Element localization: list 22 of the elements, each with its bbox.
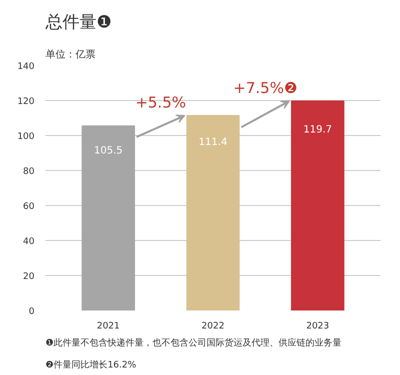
data-label: 119.7	[303, 124, 332, 136]
y-tick-label: 40	[23, 237, 35, 247]
y-tick-label: 0	[28, 307, 35, 317]
y-tick-label: 120	[17, 97, 35, 107]
text: ❷件量同比增长16.2%	[46, 360, 137, 370]
bar	[186, 115, 240, 310]
y-axis-title: 单位：亿票	[46, 48, 96, 60]
annotation: +5.5%	[135, 94, 186, 112]
y-tick-label: 100	[17, 132, 35, 142]
x-tick-label: 2023	[306, 322, 330, 332]
y-tick-label: 140	[17, 62, 35, 72]
y-tick-label: 60	[23, 202, 35, 212]
bar	[291, 100, 344, 310]
data-label: 111.4	[198, 136, 228, 148]
y-tick-label: 20	[23, 272, 35, 282]
x-tick-label: 2022	[202, 322, 224, 332]
text: ❶此件量不包含快递件量，也不包含公司国际货运及代理、供应链的业务量	[46, 338, 342, 348]
annotation: +7.5%❷	[233, 78, 298, 97]
y-tick-label: 80	[23, 167, 35, 177]
chart-title: 总件量❶	[44, 12, 112, 32]
x-tick-label: 2021	[96, 322, 120, 332]
data-label: 105.5	[94, 146, 123, 157]
